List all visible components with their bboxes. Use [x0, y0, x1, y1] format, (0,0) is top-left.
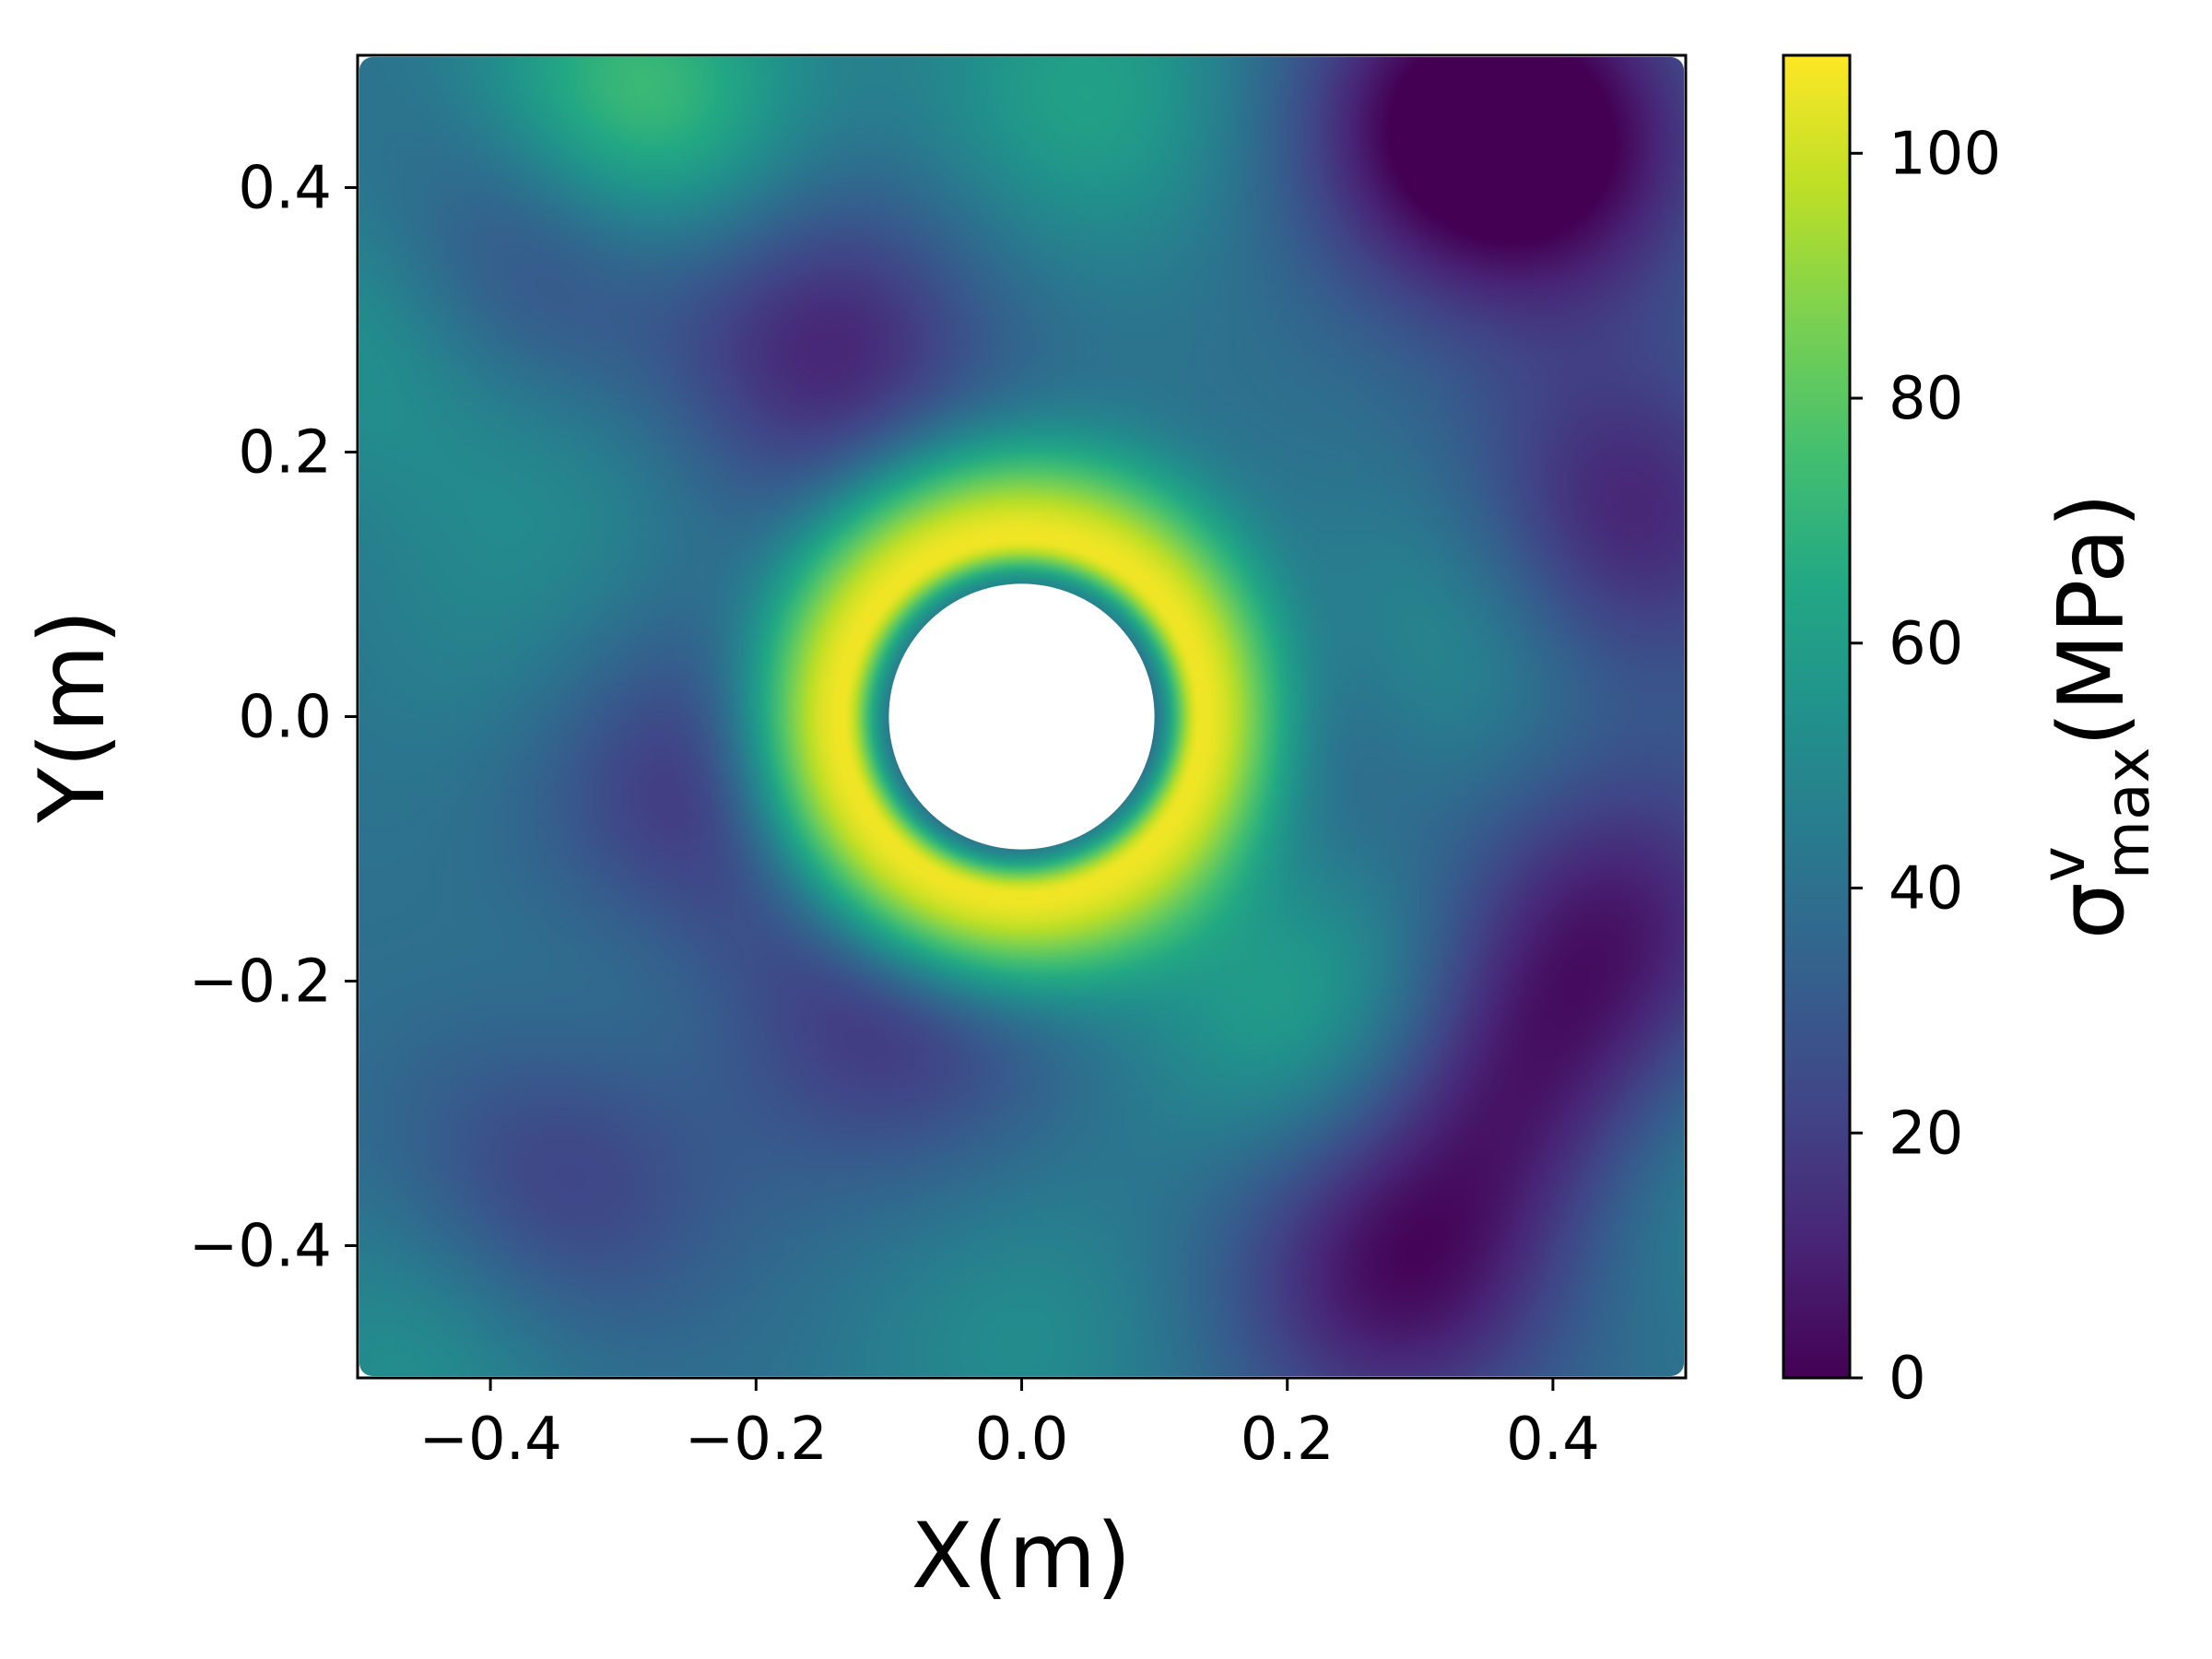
plot-area	[356, 53, 1688, 1380]
colorbar-ticks: 0 20 40 60 80 100	[1850, 120, 2001, 1413]
y-tick-label: 0.2	[238, 419, 332, 488]
x-tick-label: 0.0	[975, 1406, 1069, 1474]
colorbar-label-subscript: max	[2092, 747, 2163, 879]
y-axis-ticks: 0.4 0.2 0.0 −0.2 −0.4	[189, 155, 358, 1281]
colorbar-tick-label: 20	[1888, 1100, 1963, 1168]
x-tick-label: −0.2	[685, 1406, 828, 1474]
colorbar-tick-label: 100	[1888, 120, 2001, 188]
y-tick-label: −0.2	[189, 948, 332, 1017]
y-tick-label: 0.4	[238, 155, 332, 223]
colorbar-label-superscript: v	[2028, 846, 2099, 882]
x-tick-label: 0.4	[1506, 1406, 1600, 1474]
x-tick-label: 0.2	[1241, 1406, 1335, 1474]
colorbar-tick-label: 60	[1888, 610, 1963, 678]
colorbar: 0 20 40 60 80 100 σvmax(MPa)	[1782, 53, 2163, 1413]
y-tick-label: −0.4	[189, 1213, 332, 1281]
colorbar-label: σvmax(MPa)	[2028, 493, 2163, 940]
y-axis-label: Y(m)	[20, 609, 125, 824]
colorbar-tick-label: 40	[1888, 855, 1963, 924]
colorbar-gradient	[1782, 53, 1852, 1380]
colorbar-label-unit: (MPa)	[2040, 493, 2145, 747]
central-hole	[888, 583, 1155, 850]
colorbar-tick-label: 0	[1888, 1345, 1926, 1413]
x-axis-label: X(m)	[911, 1504, 1131, 1609]
y-tick-label: 0.0	[238, 684, 332, 752]
x-tick-label: −0.4	[418, 1406, 561, 1474]
colorbar-tick-label: 80	[1888, 365, 1963, 433]
colorbar-label-symbol: σ	[2040, 882, 2145, 939]
x-axis-ticks: −0.4 −0.2 0.0 0.2 0.4	[418, 1378, 1600, 1474]
